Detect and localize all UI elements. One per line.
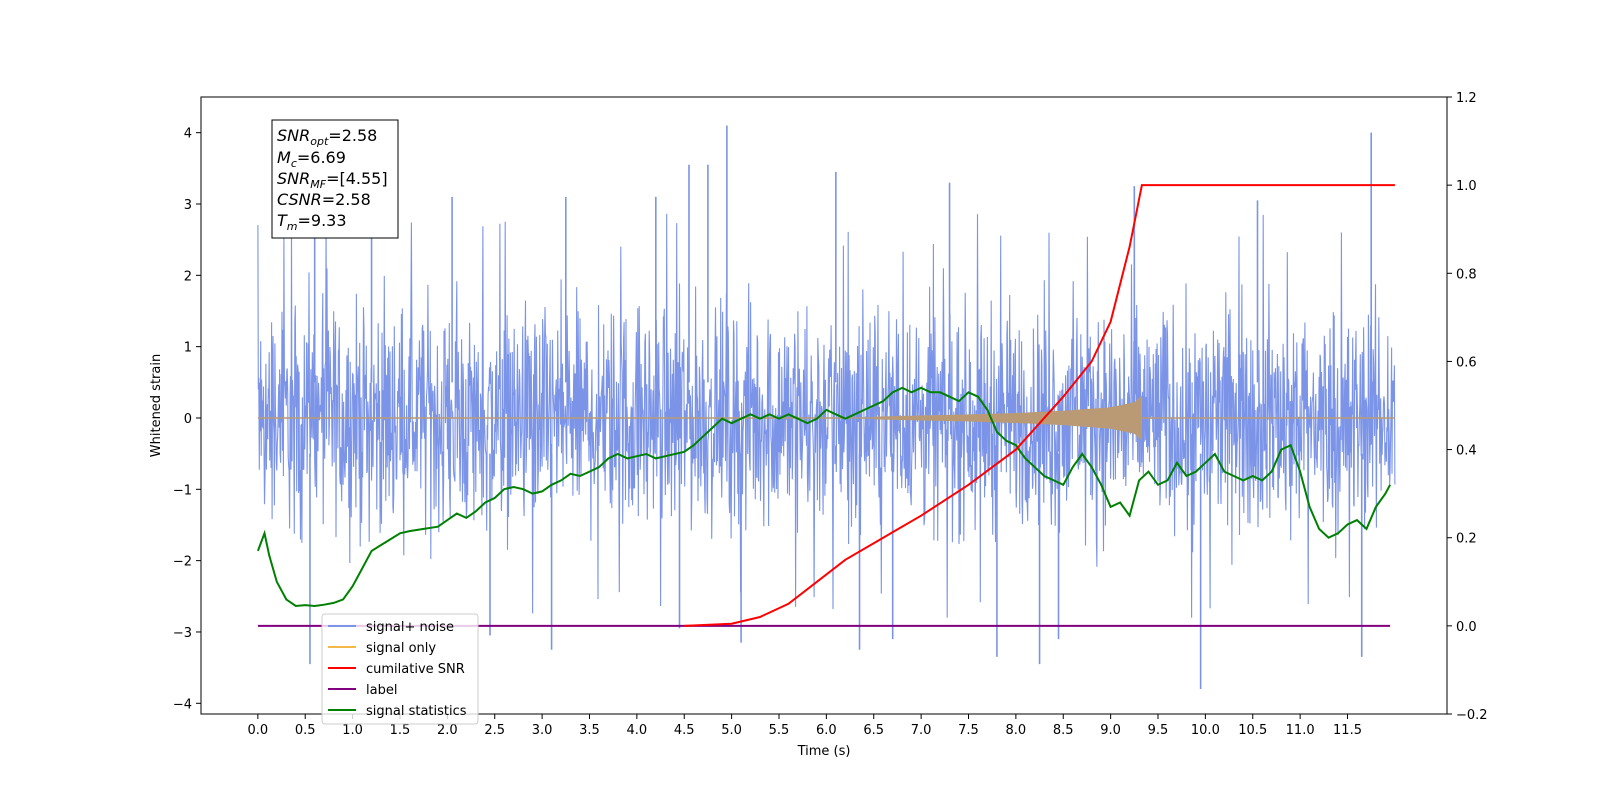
x-tick-label: 5.0 [721,723,742,738]
y2-tick-label: −0.2 [1456,708,1488,723]
x-tick-label: 8.0 [1006,723,1027,738]
csnr-base: CSNR [277,190,322,209]
legend-label: signal+ noise [366,620,454,635]
y-tick-label: −2 [173,555,192,570]
x-tick-label: 1.5 [390,723,411,738]
snr-mf-sub: MF [310,178,326,191]
axis-ticks: 0.0 0.5 1.0 1.5 2.0 2.5 3.0 3.5 4.0 4.5 5.0 5.5 6.0 6… [173,91,1488,738]
y-tick-label: 2 [184,269,192,284]
snr-mf-base: SNR [277,169,310,188]
signal-statistics-line [256,386,1391,608]
snr-opt-value: =2.58 [328,126,377,145]
snr-mf-value: =[4.55] [326,169,388,188]
mc-base: M [277,148,291,167]
mc-annotation: Mc=6.69 [277,148,346,170]
x-tick-label: 7.0 [911,723,932,738]
x-tick-label: 4.5 [674,723,695,738]
x-tick-label: 10.0 [1191,723,1220,738]
legend-label: cumilative SNR [366,662,465,677]
mc-value: =6.69 [297,148,346,167]
x-tick-label: 2.0 [437,723,458,738]
x-tick-label: 9.5 [1148,723,1169,738]
x-tick-label: 7.5 [958,723,979,738]
signal-only-layer [257,395,1395,441]
y-tick-label: 3 [184,198,192,213]
tm-base: T [277,211,288,230]
legend-label: signal statistics [366,704,467,719]
y2-tick-label: 1.2 [1456,91,1477,106]
x-axis-label: Time (s) [797,744,851,759]
signal-chirp-envelope [873,395,1142,441]
plot-frame [200,96,1448,715]
y-tick-label: −1 [173,483,192,498]
csnr-value: =2.58 [322,190,371,209]
y-tick-label: 1 [184,341,192,356]
tm-sub: m [287,220,298,233]
csnr-annotation: CSNR=2.58 [277,190,371,209]
y2-tick-label: 0.2 [1456,532,1477,547]
x-tick-label: 3.0 [532,723,553,738]
info-box-frame [271,119,399,239]
legend-label: signal only [366,641,436,656]
tm-annotation: Tm=9.33 [277,211,347,233]
snr-mf-annotation: SNRMF=[4.55] [277,169,388,191]
x-tick-label: 11.0 [1286,723,1315,738]
y-tick-label: 0 [184,412,192,427]
x-tick-label: 10.5 [1238,723,1267,738]
y2-tick-label: 1.0 [1456,179,1477,194]
legend-frame [321,613,479,725]
y-tick-label: −4 [173,697,192,712]
x-tick-label: 5.5 [769,723,790,738]
x-tick-label: 9.0 [1100,723,1121,738]
x-tick-label: 2.5 [484,723,505,738]
x-tick-label: 4.0 [627,723,648,738]
tm-value: =9.33 [298,211,347,230]
info-box: SNRopt=2.58 Mc=6.69 SNRMF=[4.55] CSNR=2.… [271,119,399,239]
signal-noise-trace [257,213,1396,618]
snr-opt-base: SNR [277,126,310,145]
legend: signal+ noise signal only cumilative SNR la… [321,613,479,725]
x-tick-label: 11.5 [1333,723,1362,738]
cumulative-snr-line [684,184,1395,627]
x-tick-label: 6.5 [863,723,884,738]
x-tick-label: 8.5 [1053,723,1074,738]
x-tick-label: 1.0 [342,723,363,738]
y-axis-label: Whitened strain [149,354,164,457]
signal-noise-layer [257,125,1396,690]
y2-tick-label: 0.6 [1456,355,1477,370]
mc-sub: c [291,157,297,170]
y2-tick-label: 0.0 [1456,620,1477,635]
x-tick-label: 6.0 [816,723,837,738]
x-tick-label: 3.5 [579,723,600,738]
y-tick-label: −3 [173,626,192,641]
x-tick-label: 0.0 [248,723,269,738]
snr-opt-annotation: SNRopt=2.58 [277,126,377,148]
y-tick-label: 4 [184,127,192,142]
legend-label: label [366,683,397,698]
x-tick-label: 0.5 [295,723,316,738]
y2-tick-label: 0.8 [1456,267,1477,282]
snr-opt-sub: opt [310,135,329,148]
y2-tick-label: 0.4 [1456,444,1477,459]
